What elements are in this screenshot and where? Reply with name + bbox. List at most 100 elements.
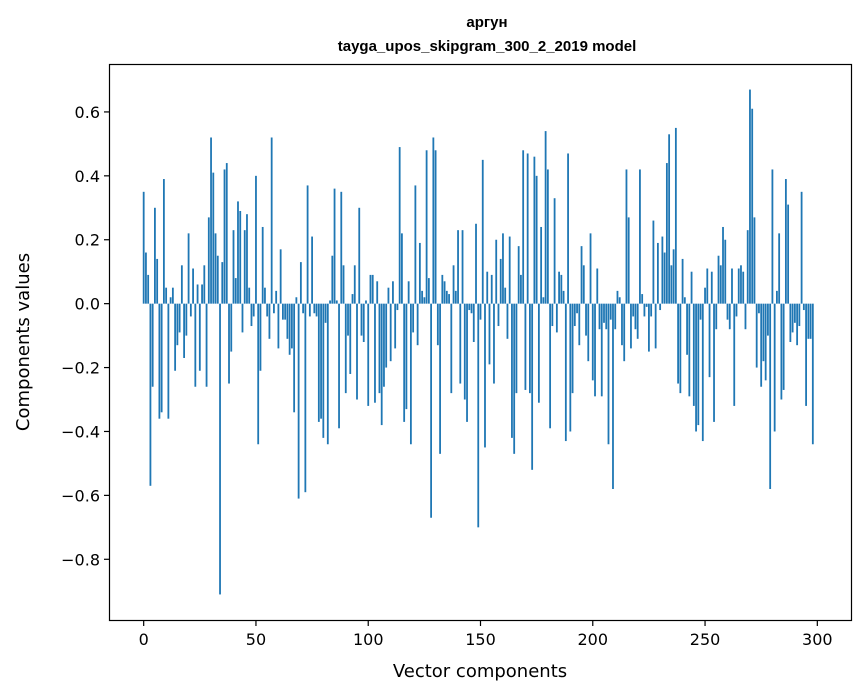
- bar-191: [571, 303, 574, 394]
- bar-76: [313, 303, 316, 314]
- bar-13: [171, 287, 174, 304]
- bar-99: [365, 300, 367, 304]
- bar-162: [506, 303, 509, 339]
- bar-114: [398, 147, 401, 304]
- bar-89: [342, 265, 345, 304]
- bar-83: [329, 300, 331, 304]
- bar-121: [414, 185, 417, 304]
- bar-273: [755, 303, 758, 368]
- bar-264: [735, 303, 738, 317]
- bar-211: [616, 290, 619, 304]
- bar-242: [686, 303, 688, 355]
- bar-70: [299, 262, 302, 304]
- bar-155: [490, 274, 493, 304]
- bar-63: [284, 303, 287, 320]
- bar-241: [683, 297, 686, 304]
- bar-258: [722, 226, 724, 304]
- bar-207: [607, 303, 610, 445]
- bar-64: [286, 303, 289, 339]
- bar-183: [553, 198, 556, 304]
- bar-213: [621, 303, 623, 346]
- bar-108: [385, 303, 388, 368]
- bar-135: [445, 290, 448, 304]
- bar-282: [776, 290, 778, 304]
- bar-190: [569, 303, 572, 432]
- bar-7: [158, 303, 161, 419]
- bar-170: [524, 303, 527, 390]
- bar-199: [589, 233, 592, 304]
- bar-184: [555, 303, 558, 333]
- bar-292: [798, 303, 801, 327]
- bar-100: [367, 303, 370, 406]
- bar-251: [706, 268, 709, 304]
- bar-142: [461, 230, 464, 304]
- bar-232: [663, 252, 666, 304]
- bar-171: [526, 153, 529, 304]
- bar-42: [237, 201, 239, 304]
- bar-178: [542, 297, 545, 304]
- bar-9: [162, 179, 165, 304]
- bar-212: [618, 297, 621, 304]
- bar-172: [529, 303, 531, 394]
- bar-86: [335, 300, 338, 304]
- x-axis-label: Vector components: [393, 661, 567, 682]
- bar-85: [333, 188, 336, 304]
- bar-41: [234, 278, 237, 304]
- bar-179: [544, 131, 547, 304]
- bar-14: [174, 303, 177, 371]
- bar-39: [230, 303, 233, 352]
- bar-224: [645, 303, 648, 307]
- bar-295: [805, 303, 807, 406]
- bar-262: [731, 268, 733, 304]
- bar-290: [793, 303, 796, 323]
- bar-268: [744, 303, 747, 330]
- bar-157: [495, 239, 498, 304]
- bar-92: [349, 303, 352, 374]
- bar-0: [142, 191, 145, 304]
- bar-143: [463, 303, 466, 400]
- bar-68: [295, 297, 298, 304]
- x-tick-label-3: 150: [465, 630, 496, 649]
- bar-73: [306, 185, 309, 304]
- bar-297: [809, 303, 812, 339]
- bar-231: [661, 236, 664, 304]
- bar-209: [612, 303, 614, 489]
- chart-title: аргун: [466, 14, 507, 31]
- bar-298: [811, 303, 814, 445]
- bar-124: [421, 290, 424, 304]
- bar-130: [434, 150, 437, 304]
- bar-247: [697, 303, 700, 426]
- bar-210: [614, 303, 617, 330]
- bar-149: [477, 303, 480, 528]
- bar-250: [704, 287, 706, 304]
- bar-29: [207, 217, 210, 304]
- bar-10: [165, 287, 168, 304]
- bar-260: [726, 303, 729, 320]
- bar-61: [279, 249, 282, 304]
- bar-239: [679, 303, 682, 394]
- bar-189: [567, 153, 569, 304]
- bar-266: [740, 265, 742, 304]
- bar-153: [486, 271, 489, 304]
- bar-20: [187, 233, 190, 304]
- bar-103: [374, 303, 376, 403]
- bar-287: [787, 204, 790, 304]
- bar-102: [371, 274, 374, 304]
- bar-244: [690, 271, 693, 304]
- bar-181: [549, 303, 552, 429]
- bar-230: [659, 303, 662, 311]
- bar-107: [383, 303, 385, 387]
- bar-11: [167, 303, 170, 419]
- bar-8: [160, 303, 163, 413]
- bar-165: [513, 303, 516, 454]
- bar-96: [358, 207, 361, 304]
- bar-235: [670, 265, 673, 304]
- x-tick-label-2: 100: [353, 630, 384, 649]
- bar-265: [737, 268, 740, 304]
- bar-275: [760, 303, 763, 387]
- bar-93: [351, 294, 354, 304]
- bar-219: [634, 303, 637, 330]
- bar-254: [713, 303, 715, 422]
- bar-51: [257, 303, 260, 445]
- bar-31: [212, 172, 215, 304]
